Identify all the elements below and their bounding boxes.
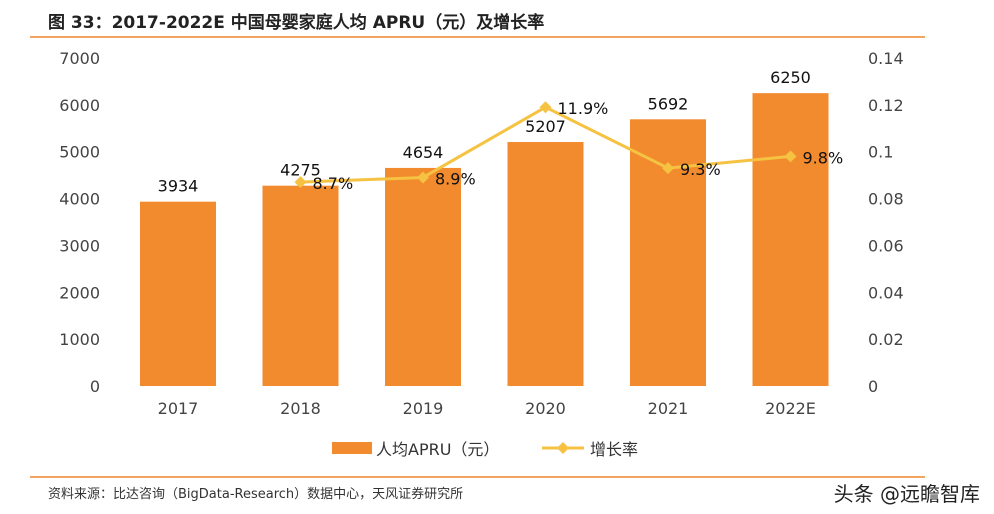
x-tick: 2017 bbox=[158, 399, 199, 418]
y-left-tick: 1000 bbox=[59, 330, 100, 349]
y-left-tick: 4000 bbox=[59, 190, 100, 209]
y-left-tick: 7000 bbox=[59, 49, 100, 68]
title-rule bbox=[30, 36, 925, 38]
x-tick: 2020 bbox=[525, 399, 566, 418]
source-rule bbox=[30, 476, 925, 478]
x-tick: 2018 bbox=[280, 399, 321, 418]
bar-label: 4654 bbox=[403, 143, 444, 162]
legend-line-label: 增长率 bbox=[590, 440, 638, 459]
growth-point bbox=[294, 176, 307, 189]
x-tick: 2022E bbox=[765, 399, 816, 418]
y-right-tick: 0.04 bbox=[868, 283, 904, 302]
legend-bar-swatch bbox=[332, 442, 372, 454]
bar bbox=[385, 167, 461, 386]
x-tick: 2019 bbox=[403, 399, 444, 418]
growth-label: 9.8% bbox=[803, 148, 844, 167]
y-right-tick: 0.06 bbox=[868, 236, 904, 255]
bar bbox=[262, 185, 339, 386]
y-left-tick: 6000 bbox=[59, 96, 100, 115]
y-left-tick: 5000 bbox=[59, 143, 100, 162]
x-tick: 2021 bbox=[648, 399, 689, 418]
growth-label: 9.3% bbox=[680, 160, 721, 179]
bar-label: 5692 bbox=[648, 94, 689, 113]
growth-point bbox=[784, 150, 797, 163]
bar-label: 3934 bbox=[158, 177, 199, 196]
source-note: 资料来源：比达咨询（BigData-Research）数据中心，天风证券研究所 bbox=[48, 487, 464, 502]
y-left-tick: 2000 bbox=[59, 283, 100, 302]
bar-label: 6250 bbox=[770, 68, 811, 87]
bar-label: 4275 bbox=[280, 161, 321, 180]
y-right-tick: 0.1 bbox=[868, 143, 893, 162]
bar-label: 5207 bbox=[525, 117, 566, 136]
y-left-tick: 3000 bbox=[59, 236, 100, 255]
growth-label: 8.9% bbox=[435, 169, 476, 188]
watermark: 头条 @远瞻智库 bbox=[833, 482, 980, 506]
growth-point bbox=[662, 162, 674, 175]
growth-label: 8.7% bbox=[313, 174, 354, 193]
y-right-tick: 0.08 bbox=[868, 190, 904, 209]
growth-label: 11.9% bbox=[558, 99, 609, 118]
chart-title: 图 33：2017-2022E 中国母婴家庭人均 APRU（元）及增长率 bbox=[48, 13, 545, 33]
y-right-tick: 0 bbox=[868, 377, 878, 396]
growth-point bbox=[539, 101, 552, 114]
bar bbox=[507, 142, 584, 386]
bar bbox=[140, 201, 216, 386]
y-right-tick: 0.12 bbox=[868, 96, 904, 115]
bar bbox=[752, 93, 829, 387]
growth-point bbox=[417, 171, 429, 184]
legend-line-marker bbox=[557, 442, 569, 454]
y-right-tick: 0.14 bbox=[868, 49, 904, 68]
y-left-tick: 0 bbox=[90, 377, 100, 396]
y-right-tick: 0.02 bbox=[868, 330, 904, 349]
legend-bar-label: 人均APRU（元） bbox=[376, 440, 499, 459]
